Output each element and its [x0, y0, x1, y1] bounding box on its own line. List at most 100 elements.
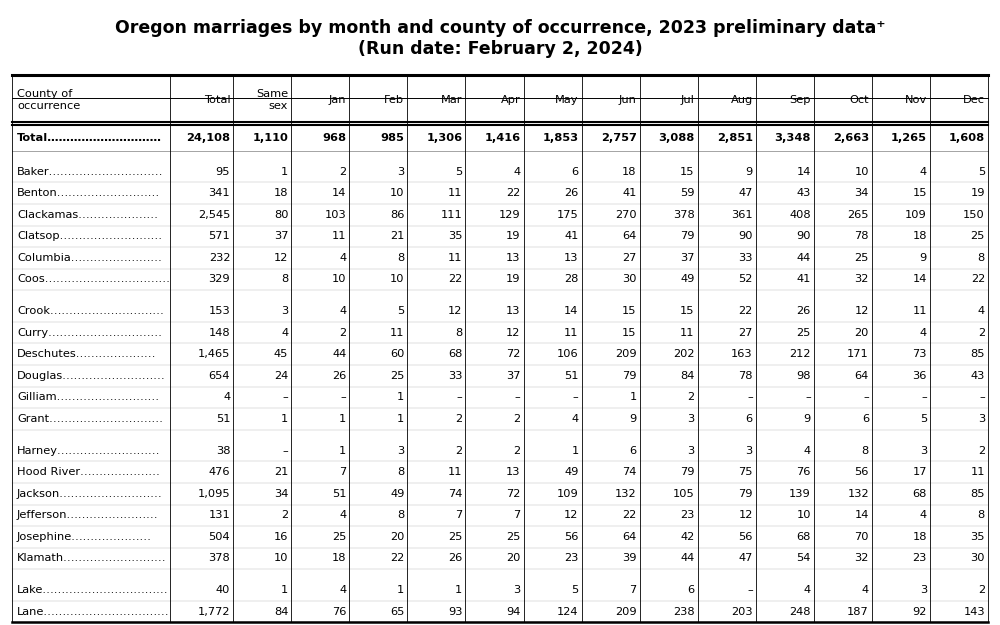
- Text: 73: 73: [912, 349, 927, 359]
- Text: 13: 13: [506, 468, 521, 478]
- Text: 72: 72: [506, 349, 521, 359]
- Text: 8: 8: [281, 274, 288, 284]
- Text: 8: 8: [397, 253, 404, 263]
- Text: –: –: [863, 392, 869, 402]
- Text: 20: 20: [506, 553, 521, 563]
- Text: Jefferson……………………: Jefferson……………………: [17, 511, 158, 521]
- Text: 8: 8: [978, 511, 985, 521]
- Text: 2: 2: [513, 414, 521, 424]
- Text: 187: 187: [847, 607, 869, 617]
- Text: 92: 92: [913, 607, 927, 617]
- Text: 171: 171: [847, 349, 869, 359]
- Text: 42: 42: [680, 532, 695, 542]
- Text: 25: 25: [855, 253, 869, 263]
- Text: 22: 22: [448, 274, 462, 284]
- Text: 148: 148: [209, 328, 230, 338]
- Text: 35: 35: [970, 532, 985, 542]
- Text: 26: 26: [564, 188, 579, 198]
- Text: 51: 51: [564, 371, 579, 381]
- Text: 35: 35: [448, 231, 462, 241]
- Text: 26: 26: [332, 371, 346, 381]
- Text: 132: 132: [847, 489, 869, 499]
- Text: 15: 15: [680, 167, 695, 177]
- Text: 106: 106: [557, 349, 579, 359]
- Text: 3,088: 3,088: [658, 132, 695, 142]
- Text: 1,265: 1,265: [891, 132, 927, 142]
- Text: 265: 265: [847, 210, 869, 220]
- Text: 15: 15: [912, 188, 927, 198]
- Text: Columbia……………………: Columbia……………………: [17, 253, 162, 263]
- Text: 8: 8: [978, 253, 985, 263]
- Text: 10: 10: [332, 274, 346, 284]
- Text: 361: 361: [731, 210, 753, 220]
- Text: –: –: [573, 392, 579, 402]
- Text: 5: 5: [571, 585, 579, 595]
- Text: Nov: Nov: [905, 95, 927, 105]
- Text: 86: 86: [390, 210, 404, 220]
- Text: 21: 21: [390, 231, 404, 241]
- Text: 163: 163: [731, 349, 753, 359]
- Text: 13: 13: [506, 306, 521, 316]
- Text: 80: 80: [274, 210, 288, 220]
- Text: 7: 7: [339, 468, 346, 478]
- Text: 47: 47: [738, 188, 753, 198]
- Text: 3: 3: [920, 585, 927, 595]
- Text: 51: 51: [332, 489, 346, 499]
- Text: 38: 38: [216, 446, 230, 456]
- Text: 968: 968: [322, 132, 346, 142]
- Text: 23: 23: [680, 511, 695, 521]
- Text: –: –: [921, 392, 927, 402]
- Text: Deschutes…………………: Deschutes…………………: [17, 349, 156, 359]
- Text: 37: 37: [506, 371, 521, 381]
- Text: 1,306: 1,306: [426, 132, 462, 142]
- Text: 131: 131: [208, 511, 230, 521]
- Text: 25: 25: [506, 532, 521, 542]
- Text: 9: 9: [804, 414, 811, 424]
- Text: 10: 10: [274, 553, 288, 563]
- Text: 12: 12: [274, 253, 288, 263]
- Text: 26: 26: [797, 306, 811, 316]
- Text: 74: 74: [448, 489, 462, 499]
- Text: 22: 22: [390, 553, 404, 563]
- Text: 43: 43: [971, 371, 985, 381]
- Text: 212: 212: [789, 349, 811, 359]
- Text: 202: 202: [673, 349, 695, 359]
- Text: –: –: [747, 585, 753, 595]
- Text: 654: 654: [209, 371, 230, 381]
- Text: 79: 79: [680, 468, 695, 478]
- Text: 4: 4: [339, 585, 346, 595]
- Text: 8: 8: [397, 468, 404, 478]
- Text: 11: 11: [680, 328, 695, 338]
- Text: 6: 6: [746, 414, 753, 424]
- Text: 2: 2: [978, 328, 985, 338]
- Text: 94: 94: [506, 607, 521, 617]
- Text: 341: 341: [209, 188, 230, 198]
- Text: 49: 49: [680, 274, 695, 284]
- Text: Jan: Jan: [329, 95, 346, 105]
- Text: 11: 11: [448, 188, 462, 198]
- Text: 3: 3: [920, 446, 927, 456]
- Text: 44: 44: [797, 253, 811, 263]
- Text: 5: 5: [397, 306, 404, 316]
- Text: 98: 98: [796, 371, 811, 381]
- Text: 23: 23: [564, 553, 579, 563]
- Text: 2: 2: [978, 585, 985, 595]
- Text: 11: 11: [912, 306, 927, 316]
- Text: 30: 30: [622, 274, 637, 284]
- Text: Dec: Dec: [963, 95, 985, 105]
- Text: 45: 45: [274, 349, 288, 359]
- Text: County of
occurrence: County of occurrence: [17, 89, 80, 111]
- Text: 18: 18: [332, 553, 346, 563]
- Text: 7: 7: [455, 511, 462, 521]
- Text: 11: 11: [970, 468, 985, 478]
- Text: 93: 93: [448, 607, 462, 617]
- Text: 34: 34: [855, 188, 869, 198]
- Text: 30: 30: [970, 553, 985, 563]
- Text: –: –: [747, 392, 753, 402]
- Text: 571: 571: [208, 231, 230, 241]
- Text: 12: 12: [855, 306, 869, 316]
- Text: 5: 5: [455, 167, 462, 177]
- Text: 17: 17: [912, 468, 927, 478]
- Text: Feb: Feb: [384, 95, 404, 105]
- Text: 408: 408: [789, 210, 811, 220]
